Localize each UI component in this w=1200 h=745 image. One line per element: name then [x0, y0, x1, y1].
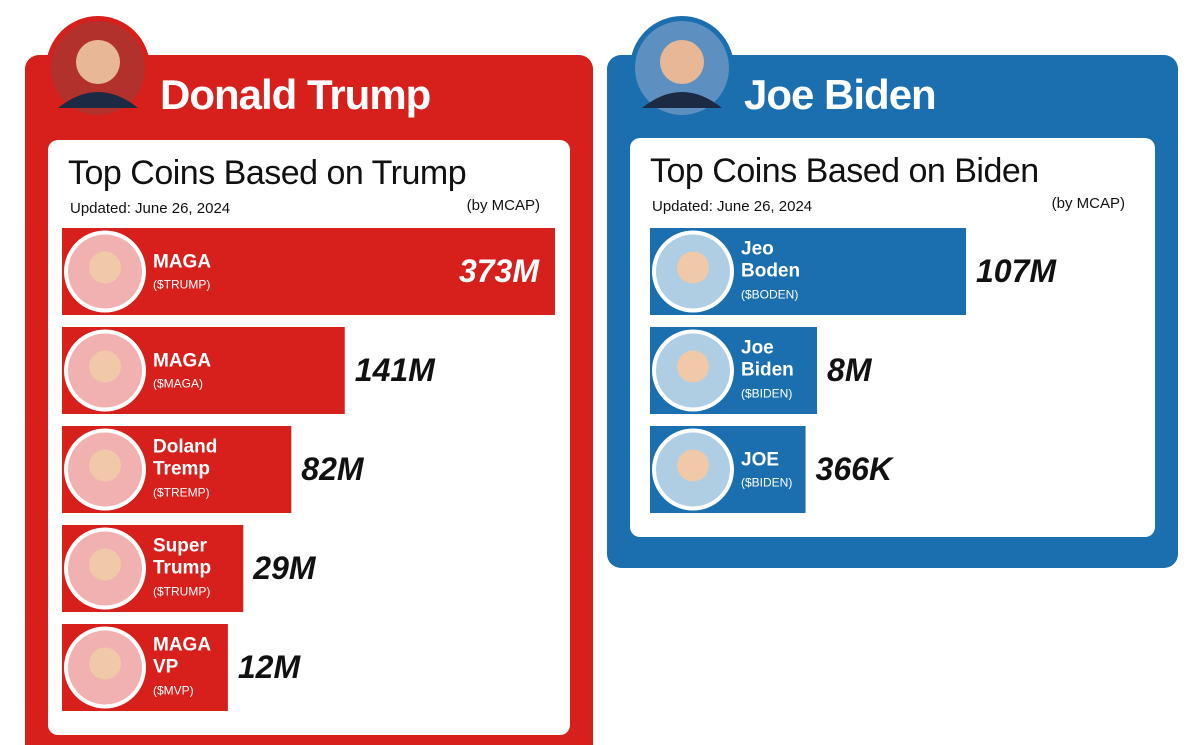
- value-label: 366K: [816, 451, 895, 487]
- coin-ticker: ($BIDEN): [741, 476, 792, 490]
- coin-ticker: ($TREMP): [153, 486, 210, 500]
- coin-name: MAGA: [153, 252, 211, 273]
- coin-ticker: ($TRUMP): [153, 585, 210, 599]
- coin-icon-face: [89, 548, 121, 581]
- coin-icon-face: [89, 647, 121, 680]
- coin-ticker: ($MAGA): [153, 377, 203, 391]
- coin-icon-face: [677, 350, 709, 383]
- avatar-suit: [58, 92, 138, 108]
- person-name: Joe Biden: [744, 71, 936, 118]
- coin-icon-face: [89, 350, 121, 383]
- coin-name: MAGA: [153, 351, 211, 372]
- metric-note: (by MCAP): [467, 197, 540, 214]
- value-label: 373M: [459, 253, 540, 289]
- value-label: 141M: [355, 352, 436, 388]
- coin-name: Joe Biden: [741, 338, 794, 381]
- coin-name: MAGA VP: [153, 635, 211, 678]
- value-label: 12M: [238, 649, 302, 685]
- coin-ticker: ($TRUMP): [153, 278, 210, 292]
- metric-note: (by MCAP): [1052, 195, 1125, 212]
- chart-title: Top Coins Based on Biden: [650, 152, 1039, 190]
- coin-ticker: ($MVP): [153, 684, 194, 698]
- updated-date: Updated: June 26, 2024: [652, 198, 812, 215]
- coin-icon-face: [677, 449, 709, 482]
- coin-icon-face: [677, 251, 709, 284]
- person-name: Donald Trump: [160, 71, 430, 118]
- coin-ticker: ($BODEN): [741, 288, 798, 302]
- coin-name: Super Trump: [153, 536, 211, 579]
- avatar-face: [660, 40, 704, 84]
- coin-icon-face: [89, 251, 121, 284]
- value-label: 107M: [976, 253, 1057, 289]
- avatar-face: [76, 40, 120, 84]
- coin-ticker: ($BIDEN): [741, 387, 792, 401]
- value-label: 29M: [252, 550, 317, 586]
- updated-date: Updated: June 26, 2024: [70, 200, 230, 217]
- coin-name: JOE: [741, 450, 779, 471]
- value-label: 8M: [827, 352, 873, 388]
- coin-name: Doland Tremp: [153, 437, 217, 480]
- value-label: 82M: [301, 451, 365, 487]
- coin-icon-face: [89, 449, 121, 482]
- chart-title: Top Coins Based on Trump: [68, 154, 466, 192]
- avatar-suit: [642, 92, 722, 108]
- coin-name: Jeo Boden: [741, 239, 800, 282]
